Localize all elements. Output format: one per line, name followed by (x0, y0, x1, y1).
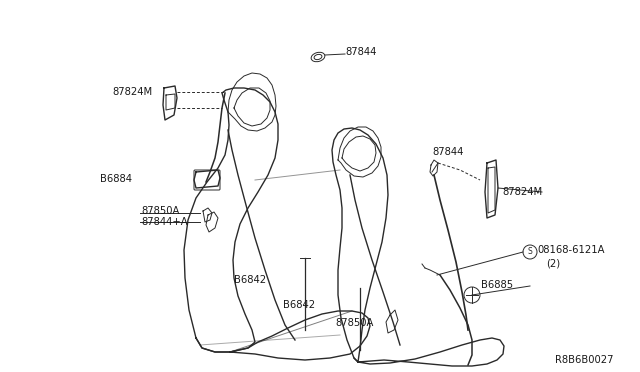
Text: B6842: B6842 (283, 300, 315, 310)
Text: 08168-6121A: 08168-6121A (537, 245, 605, 255)
Text: 87850A: 87850A (141, 206, 179, 216)
Text: 87844+A: 87844+A (141, 217, 188, 227)
Text: B6885: B6885 (481, 280, 513, 290)
Text: 87850A: 87850A (335, 318, 373, 328)
Text: 87824M: 87824M (502, 187, 542, 197)
Text: S: S (527, 247, 532, 257)
Text: (2): (2) (546, 258, 560, 268)
Text: B6842: B6842 (234, 275, 266, 285)
Text: 87824M: 87824M (112, 87, 152, 97)
Text: B6884: B6884 (100, 174, 132, 184)
Text: 87844: 87844 (345, 47, 376, 57)
Text: 87844: 87844 (432, 147, 463, 157)
Text: R8B6B0027: R8B6B0027 (556, 355, 614, 365)
